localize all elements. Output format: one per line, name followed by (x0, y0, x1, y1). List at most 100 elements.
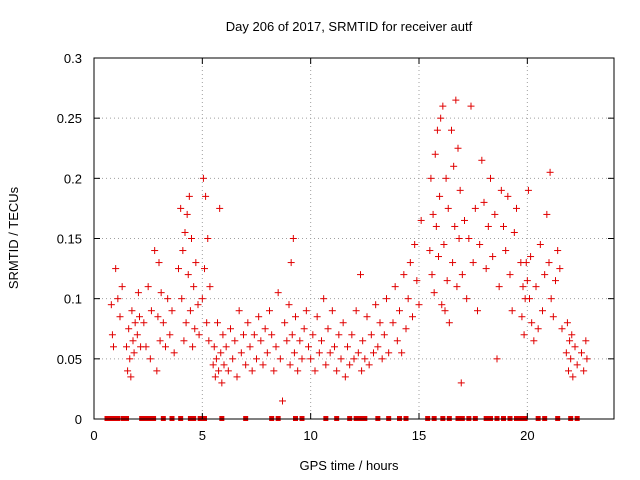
data-point (530, 337, 538, 345)
data-point (406, 259, 414, 267)
data-point (385, 349, 393, 357)
data-point (442, 174, 450, 182)
data-point (181, 228, 189, 236)
data-point (452, 96, 460, 104)
data-point (192, 259, 200, 267)
data-point (190, 283, 198, 291)
data-point (417, 216, 425, 224)
data-point (250, 331, 258, 339)
data-point (180, 337, 188, 345)
data-point (358, 367, 366, 375)
data-point (445, 319, 453, 327)
data-point (242, 361, 250, 369)
data-point (389, 319, 397, 327)
data-point (184, 271, 192, 279)
data-point (547, 295, 555, 303)
data-point (398, 349, 406, 357)
data-point (129, 337, 137, 345)
data-point (413, 277, 421, 285)
data-point (427, 174, 435, 182)
data-point (294, 367, 302, 375)
data-point (154, 313, 162, 321)
data-point (292, 313, 299, 321)
data-point (370, 349, 377, 357)
data-point (322, 361, 330, 369)
data-point (438, 301, 446, 309)
data-point (573, 361, 581, 369)
data-point (435, 253, 442, 261)
data-point (133, 331, 141, 339)
data-point (311, 367, 319, 375)
data-point (146, 355, 154, 363)
data-point (415, 301, 423, 309)
data-point (205, 337, 213, 345)
data-point (526, 295, 533, 303)
data-point (432, 222, 440, 230)
y-tick-label: 0 (75, 412, 82, 427)
data-point (116, 313, 124, 321)
data-point (337, 355, 345, 363)
data-point (298, 355, 306, 363)
data-point (203, 319, 211, 327)
data-point (287, 259, 295, 267)
data-point (166, 331, 174, 339)
y-axis-label: SRMTID / TECUs (6, 186, 21, 289)
data-point (568, 331, 576, 339)
data-point (365, 361, 373, 369)
data-point (246, 343, 254, 351)
data-point (229, 355, 237, 363)
data-point (261, 325, 269, 333)
y-tick-label: 0.2 (64, 171, 82, 186)
x-tick-label: 15 (412, 428, 426, 443)
data-point (240, 331, 247, 339)
data-point (244, 319, 252, 327)
data-point (520, 331, 528, 339)
x-tick-label: 0 (90, 428, 97, 443)
data-point (378, 355, 386, 363)
data-point (534, 325, 542, 333)
data-point (453, 283, 461, 291)
data-point (279, 397, 286, 405)
data-point (404, 295, 412, 303)
data-point (320, 295, 328, 303)
data-point (523, 277, 531, 285)
data-point (255, 313, 263, 321)
data-point (186, 307, 194, 315)
data-point (177, 204, 185, 212)
data-point (448, 126, 455, 134)
data-point (519, 283, 527, 291)
data-point (339, 319, 347, 327)
data-point (182, 319, 190, 327)
data-point (124, 367, 132, 375)
data-point (114, 295, 122, 303)
data-point (157, 289, 165, 297)
data-point (437, 114, 445, 122)
data-point (185, 192, 193, 200)
data-point (444, 204, 452, 212)
data-point (183, 210, 191, 218)
data-point (281, 319, 289, 327)
data-point (541, 271, 549, 279)
data-point (566, 337, 574, 345)
data-point (178, 295, 186, 303)
chart-title: Day 206 of 2017, SRMTID for receiver aut… (226, 19, 473, 34)
data-point (218, 379, 226, 387)
data-point (136, 313, 143, 321)
data-point (478, 156, 486, 164)
data-point (433, 126, 441, 134)
data-point (285, 301, 293, 309)
data-point (393, 337, 401, 345)
data-point (430, 289, 438, 297)
data-point (376, 319, 384, 327)
data-point (383, 295, 390, 303)
data-point (212, 355, 220, 363)
data-point (333, 367, 341, 375)
axis-ticks: 0 5 10 15 20 0 0.05 0.1 0.15 0.2 0.25 0.3 (57, 51, 614, 443)
data-point (450, 162, 458, 170)
data-point (528, 319, 536, 327)
data-point (469, 259, 477, 267)
data-point (142, 343, 150, 351)
data-point (436, 192, 444, 200)
data-point (202, 192, 210, 200)
data-point (204, 235, 212, 242)
